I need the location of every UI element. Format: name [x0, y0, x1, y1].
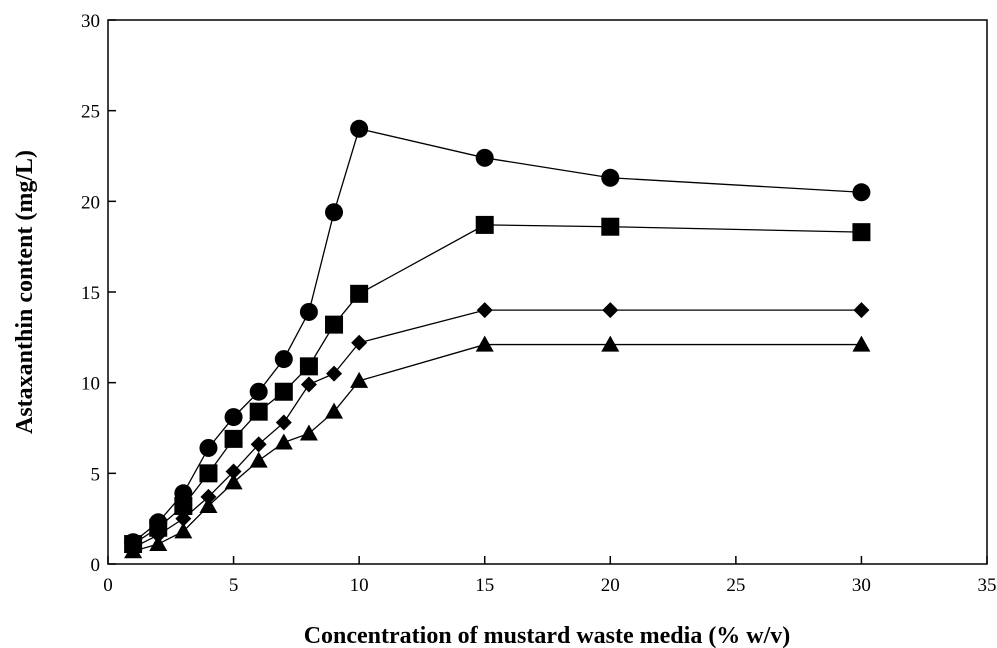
data-point	[299, 302, 318, 321]
data-point	[326, 365, 343, 382]
data-point	[274, 382, 293, 401]
x-tick-label: 20	[601, 575, 620, 596]
data-point	[224, 429, 243, 448]
data-point	[351, 334, 368, 351]
series-diamond	[125, 302, 870, 556]
x-tick-label: 5	[229, 575, 239, 596]
data-point	[275, 414, 292, 431]
data-point	[325, 402, 344, 419]
data-point	[350, 284, 369, 303]
series-triangle	[124, 335, 871, 559]
data-point	[475, 215, 494, 234]
y-tick-label: 25	[81, 102, 100, 123]
data-point	[174, 496, 193, 515]
y-axis-title: Astaxanthin content (mg/L)	[12, 150, 38, 434]
data-point	[475, 335, 494, 352]
data-point	[601, 335, 620, 352]
data-point	[249, 382, 268, 401]
series-line	[132, 128, 862, 543]
data-point	[852, 183, 871, 202]
series-line	[132, 343, 862, 552]
data-point	[350, 119, 369, 138]
data-point	[274, 433, 293, 450]
data-point	[299, 424, 318, 441]
data-point	[475, 148, 494, 167]
data-point	[175, 510, 192, 527]
data-point	[249, 451, 268, 468]
data-point	[225, 463, 242, 480]
data-point	[325, 315, 344, 334]
data-point	[250, 436, 267, 453]
data-point	[602, 302, 619, 319]
data-point	[199, 464, 218, 483]
data-point	[249, 402, 268, 421]
series-square	[124, 215, 871, 554]
y-tick-label: 15	[81, 283, 100, 304]
y-tick-label: 10	[81, 374, 100, 395]
y-tick-label: 30	[81, 11, 100, 32]
data-point	[350, 371, 369, 388]
data-point	[124, 542, 143, 559]
data-point	[601, 168, 620, 187]
data-point	[149, 535, 168, 552]
plot-frame	[107, 19, 988, 565]
x-tick-label: 15	[475, 575, 494, 596]
data-point	[325, 203, 344, 222]
data-point	[300, 376, 317, 393]
x-axis-title: Concentration of mustard waste media (% …	[304, 623, 791, 648]
x-tick-label: 25	[726, 575, 745, 596]
x-tick-label: 30	[852, 575, 871, 596]
data-point	[476, 302, 493, 319]
x-tick-label: 0	[103, 575, 113, 596]
data-point	[224, 473, 243, 490]
data-point	[274, 350, 293, 369]
y-tick-label: 20	[81, 192, 100, 213]
data-point	[852, 335, 871, 352]
y-tick-label: 0	[91, 555, 101, 576]
series-layer	[124, 119, 871, 559]
x-tick-label: 35	[978, 575, 997, 596]
data-point	[199, 438, 218, 457]
data-point	[200, 488, 217, 505]
data-point	[299, 357, 318, 376]
data-point	[150, 526, 167, 543]
y-tick-label: 5	[91, 464, 101, 485]
data-point	[199, 496, 218, 513]
series-line	[132, 224, 862, 545]
data-point	[853, 302, 870, 319]
x-axis-ticks: 0 5 10 15 20 25 30 35	[103, 556, 997, 596]
data-point	[852, 223, 871, 242]
data-point	[174, 522, 193, 539]
data-point	[224, 408, 243, 427]
y-axis-ticks: 0 5 10 15 20 25 30	[81, 11, 116, 576]
data-point	[601, 217, 620, 236]
x-tick-label: 10	[350, 575, 369, 596]
